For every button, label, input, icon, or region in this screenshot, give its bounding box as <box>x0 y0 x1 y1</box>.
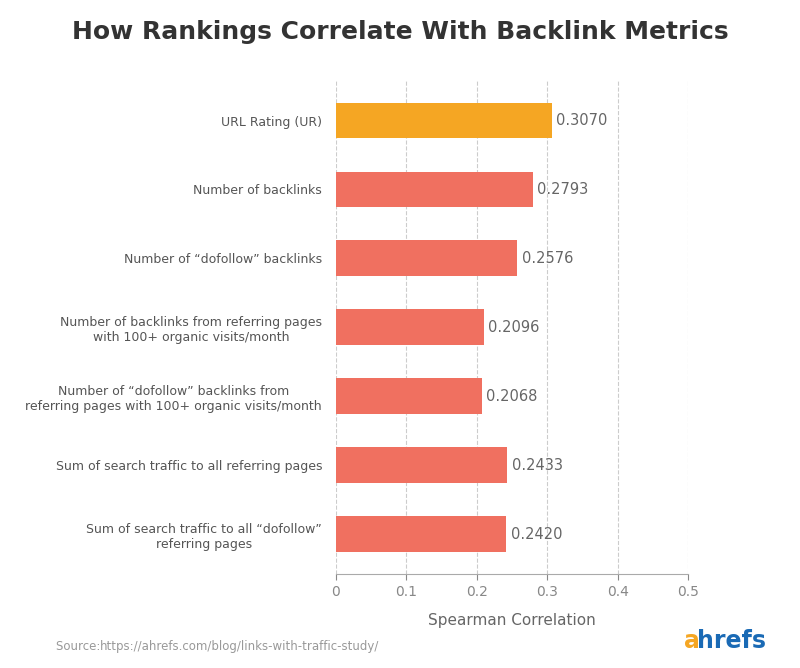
Text: 0.2793: 0.2793 <box>537 182 588 197</box>
Text: a: a <box>684 629 700 653</box>
X-axis label: Spearman Correlation: Spearman Correlation <box>428 613 596 628</box>
Text: 0.2433: 0.2433 <box>511 458 562 473</box>
Text: Source:: Source: <box>56 641 108 653</box>
Text: 0.2420: 0.2420 <box>510 526 562 542</box>
Text: https://ahrefs.com/blog/links-with-traffic-study/: https://ahrefs.com/blog/links-with-traff… <box>100 641 379 653</box>
Bar <box>336 516 506 552</box>
Bar <box>336 240 518 277</box>
Bar <box>336 378 482 414</box>
Text: 0.2068: 0.2068 <box>486 389 537 403</box>
Text: 0.2096: 0.2096 <box>488 320 539 335</box>
Text: 0.3070: 0.3070 <box>556 113 608 128</box>
Bar <box>336 448 507 483</box>
Bar <box>336 309 483 345</box>
Bar <box>336 103 552 138</box>
Text: 0.2576: 0.2576 <box>522 251 573 266</box>
Text: How Rankings Correlate With Backlink Metrics: How Rankings Correlate With Backlink Met… <box>72 20 728 44</box>
Text: hrefs: hrefs <box>697 629 766 653</box>
Bar <box>336 172 533 207</box>
